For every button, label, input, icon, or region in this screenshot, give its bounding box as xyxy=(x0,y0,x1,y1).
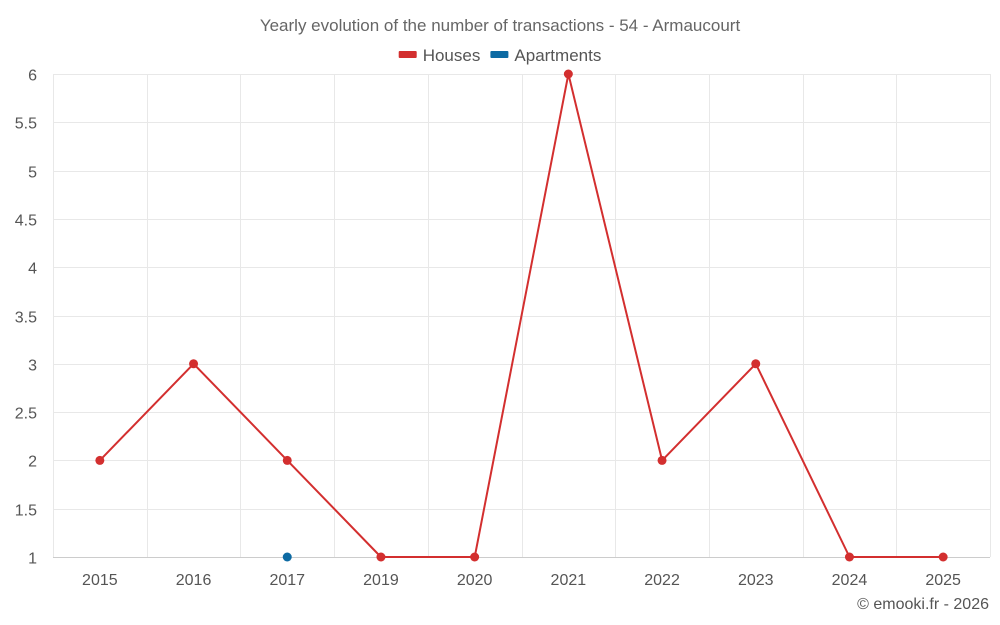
data-point-houses[interactable] xyxy=(844,552,854,562)
x-tick-label: 2017 xyxy=(269,572,305,589)
x-tick-label: 2019 xyxy=(363,572,399,589)
x-tick-label: 2023 xyxy=(738,572,774,589)
data-point-houses[interactable] xyxy=(189,359,199,369)
legend-swatch xyxy=(398,51,417,58)
x-tick-label: 2022 xyxy=(644,572,680,589)
x-axis-ticks: 2015 2016 2017 2019 2020 2021 2022 2023 2024 2025 xyxy=(82,572,961,589)
y-tick-label: 5 xyxy=(28,165,37,182)
x-tick-label: 2020 xyxy=(457,572,493,589)
data-point-houses[interactable] xyxy=(563,69,573,79)
x-tick-label: 2024 xyxy=(832,572,868,589)
legend-label: Apartments xyxy=(514,46,601,65)
credit-text: © emooki.fr - 2026 xyxy=(857,596,989,613)
x-tick-label: 2021 xyxy=(551,572,587,589)
legend-swatch xyxy=(490,51,509,58)
chart-legend: Houses Apartments xyxy=(398,46,601,65)
y-tick-label: 3 xyxy=(28,358,37,375)
legend-item-apartments[interactable]: Apartments xyxy=(490,46,601,65)
data-point-houses[interactable] xyxy=(470,552,480,562)
x-tick-label: 2016 xyxy=(176,572,212,589)
data-point-houses[interactable] xyxy=(376,552,386,562)
y-tick-label: 2 xyxy=(28,454,37,471)
y-tick-label: 4.5 xyxy=(15,213,37,230)
y-axis-ticks: 1 1.5 2 2.5 3 3.5 4 4.5 5 5.5 6 xyxy=(15,68,37,568)
legend-label: Houses xyxy=(423,46,481,65)
y-tick-label: 2.5 xyxy=(15,406,37,423)
data-point-houses[interactable] xyxy=(95,455,105,465)
y-tick-label: 1 xyxy=(28,551,37,568)
data-point-houses[interactable] xyxy=(657,455,667,465)
data-point-apartments[interactable] xyxy=(282,552,292,562)
x-tick-label: 2015 xyxy=(82,572,118,589)
chart-title: Yearly evolution of the number of transa… xyxy=(260,16,741,35)
x-tick-label: 2025 xyxy=(925,572,961,589)
y-tick-label: 1.5 xyxy=(15,503,37,520)
data-point-houses[interactable] xyxy=(282,455,292,465)
chart-series xyxy=(95,69,948,562)
y-tick-label: 3.5 xyxy=(15,310,37,327)
data-point-houses[interactable] xyxy=(938,552,948,562)
data-point-houses[interactable] xyxy=(751,359,761,369)
y-tick-label: 5.5 xyxy=(15,116,37,133)
legend-item-houses[interactable]: Houses xyxy=(398,46,481,65)
y-tick-label: 4 xyxy=(28,261,37,278)
y-tick-label: 6 xyxy=(28,68,37,85)
series-line-houses xyxy=(99,73,944,558)
